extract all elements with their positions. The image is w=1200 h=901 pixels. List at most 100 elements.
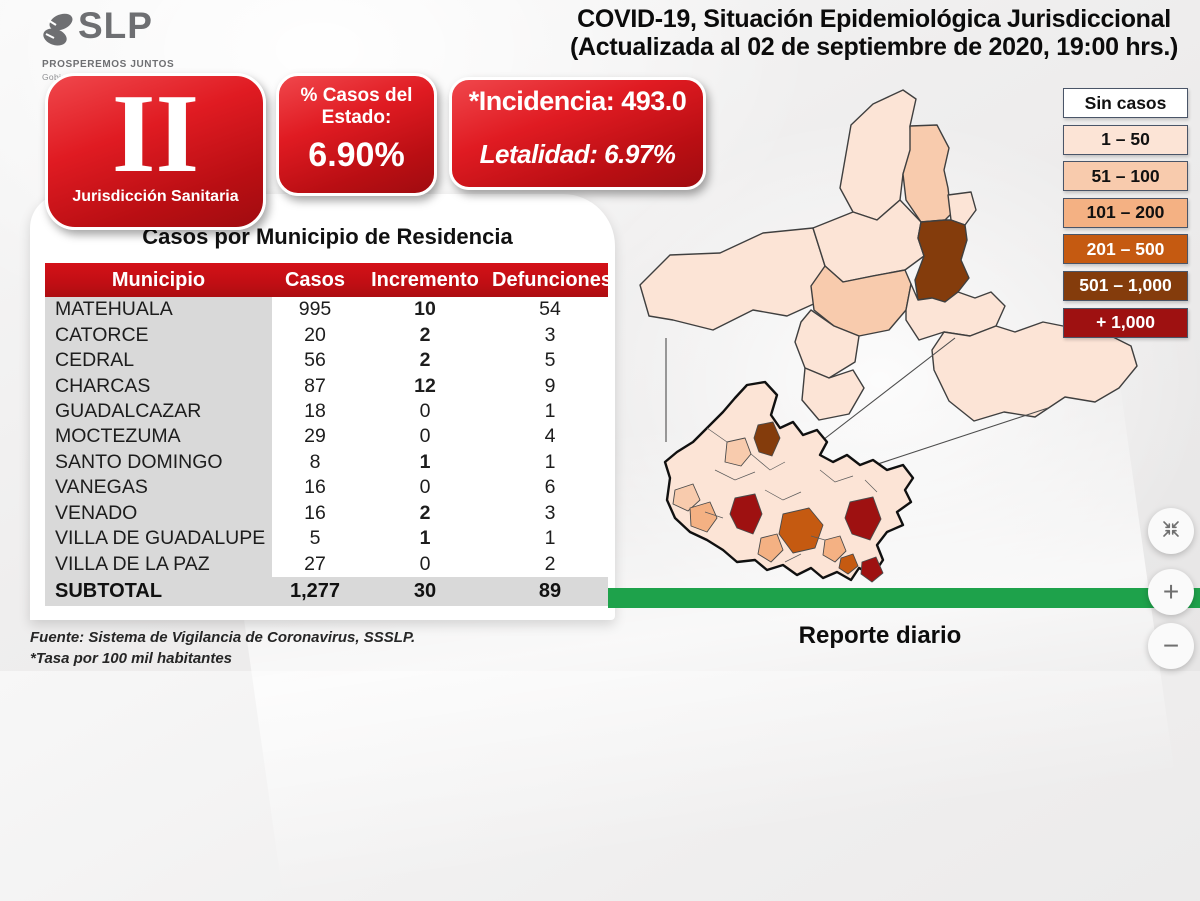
zoom-in-button[interactable]: + — [1148, 569, 1194, 615]
table-header-row: Municipio Casos Incremento Defunciones — [45, 263, 613, 297]
cell-incremento: 0 — [419, 425, 431, 448]
incidence-box: *Incidencia: 493.0 Letalidad: 6.97% — [449, 77, 706, 190]
fit-screen-icon — [1161, 519, 1181, 544]
inset-region-tamazunchale — [860, 556, 884, 583]
cell-incremento: 10 — [414, 298, 436, 321]
percent-label-line2: Estado: — [321, 107, 392, 128]
table-row: SANTO DOMINGO 8 1 1 — [45, 449, 608, 476]
table-row: MOCTEZUMA 29 0 4 — [45, 424, 608, 450]
cell-defunciones: 1 — [544, 450, 556, 473]
jurisdiction-numeral: II — [111, 72, 200, 196]
cell-incremento: 0 — [419, 476, 431, 499]
col-header-casos: Casos — [284, 268, 346, 291]
cell-municipio: VANEGAS — [45, 475, 272, 501]
map-region-cedral — [902, 124, 952, 223]
table-row: CATORCE 20 2 3 — [45, 322, 608, 348]
cell-defunciones: 1 — [544, 399, 556, 422]
map-region-guadalcazar — [931, 321, 1138, 422]
map-region-charcas — [810, 265, 912, 337]
cell-municipio: MOCTEZUMA — [45, 424, 272, 450]
subtotal-row: SUBTOTAL 1,277 30 89 — [45, 576, 608, 606]
cell-incremento: 1 — [419, 527, 431, 550]
col-header-municipio: Municipio — [111, 268, 206, 291]
legend-item: 201 – 500 — [1063, 234, 1188, 265]
inset-region-south2 — [822, 535, 847, 563]
cell-municipio: GUADALCAZAR — [45, 398, 272, 425]
table-row: CEDRAL 56 2 5 — [45, 347, 608, 374]
col-header-defunciones: Defunciones — [492, 268, 613, 291]
fit-screen-button[interactable] — [1148, 508, 1194, 554]
cell-casos: 18 — [304, 399, 326, 422]
legend-item: 51 – 100 — [1063, 161, 1188, 192]
map-region-santo-domingo — [639, 227, 826, 331]
legend-item: Sin casos — [1063, 88, 1188, 118]
cell-municipio: CATORCE — [45, 322, 272, 348]
cell-incremento: 2 — [419, 501, 431, 524]
choropleth-map — [639, 89, 1138, 583]
cell-defunciones: 3 — [544, 501, 556, 524]
table-row: VANEGAS 16 0 6 — [45, 475, 608, 501]
legend-label: Sin casos — [1084, 92, 1167, 113]
municipio-table-body: MATEHUALA 995 10 54 CATORCE 20 2 3 CEDRA… — [45, 297, 608, 577]
report-label: Reporte diario — [798, 622, 962, 649]
legend-label: 501 – 1,000 — [1079, 275, 1172, 296]
cell-casos: 20 — [304, 323, 326, 346]
inset-region-peach-west — [672, 483, 701, 512]
cell-casos: 87 — [304, 374, 326, 397]
table-row: VILLA DE GUADALUPE 5 1 1 — [45, 525, 608, 552]
legend-label: 1 – 50 — [1101, 129, 1150, 150]
inset-region-charcas — [724, 437, 752, 467]
jurisdiction-badge: II Jurisdicción Sanitaria — [45, 73, 266, 230]
cell-municipio: VILLA DE LA PAZ — [45, 551, 272, 577]
cell-incremento: 2 — [419, 349, 431, 372]
table-row: CHARCAS 87 12 9 — [45, 373, 608, 399]
cell-incremento: 0 — [419, 552, 431, 575]
table-row: MATEHUALA 995 10 54 — [45, 297, 608, 323]
legend-item: 1 – 50 — [1063, 124, 1188, 155]
inset-region-capital — [729, 493, 763, 535]
cell-defunciones: 6 — [544, 476, 556, 499]
subtotal-defunciones: 89 — [538, 579, 562, 602]
inset-region-rioverde — [778, 507, 824, 554]
cell-defunciones: 4 — [544, 425, 556, 448]
cell-defunciones: 54 — [539, 298, 561, 321]
map-legend: Sin casos 1 – 50 51 – 100 101 – 200 201 … — [1063, 88, 1188, 344]
cell-casos: 29 — [304, 425, 326, 448]
subtotal-label: SUBTOTAL — [55, 579, 163, 602]
cell-municipio: VENADO — [45, 500, 272, 526]
map-region-vanegas — [839, 89, 917, 221]
subtotal-casos: 1,277 — [289, 579, 341, 602]
cell-incremento: 1 — [419, 450, 431, 473]
inset-region-valles — [844, 496, 882, 541]
inset-boundaries — [704, 427, 878, 563]
cell-casos: 56 — [304, 349, 326, 372]
rate-note: *Tasa por 100 mil habitantes — [30, 650, 233, 667]
cell-casos: 995 — [298, 298, 332, 321]
map-region-villa-de-la-paz — [947, 191, 977, 226]
cell-defunciones: 2 — [544, 552, 556, 575]
cell-casos: 16 — [304, 476, 326, 499]
legend-item: 501 – 1,000 — [1063, 270, 1188, 301]
zoom-out-button[interactable]: − — [1148, 623, 1194, 669]
lethality-value: Letalidad: 6.97% — [479, 139, 676, 169]
percent-value: 6.90% — [308, 136, 405, 174]
cell-municipio: CHARCAS — [45, 373, 272, 399]
map-region-villa-de-guadalupe — [905, 283, 1006, 341]
cell-casos: 16 — [304, 501, 326, 524]
slp-leaf-icon — [42, 10, 74, 57]
logo-tagline: PROSPEREMOS JUNTOS — [42, 59, 175, 70]
percent-cases-box: % Casos del Estado: 6.90% — [276, 73, 437, 196]
legend-label: 201 – 500 — [1086, 238, 1165, 259]
brand-text: SLP — [78, 5, 153, 46]
cell-municipio: VILLA DE GUADALUPE — [45, 525, 272, 552]
accent-green-bar — [608, 588, 1200, 608]
legend-item: 101 – 200 — [1063, 197, 1188, 228]
cell-defunciones: 9 — [544, 374, 556, 397]
title-line2: (Actualizada al 02 de septiembre de 2020… — [570, 33, 1178, 61]
table-row: GUADALCAZAR 18 0 1 — [45, 398, 608, 425]
jurisdiction-label: Jurisdicción Sanitaria — [72, 188, 239, 205]
cell-incremento: 12 — [414, 374, 436, 397]
legend-item: + 1,000 — [1063, 307, 1188, 338]
table-row: VILLA DE LA PAZ 27 0 2 — [45, 551, 608, 577]
inset-region-matehuala — [753, 421, 781, 457]
